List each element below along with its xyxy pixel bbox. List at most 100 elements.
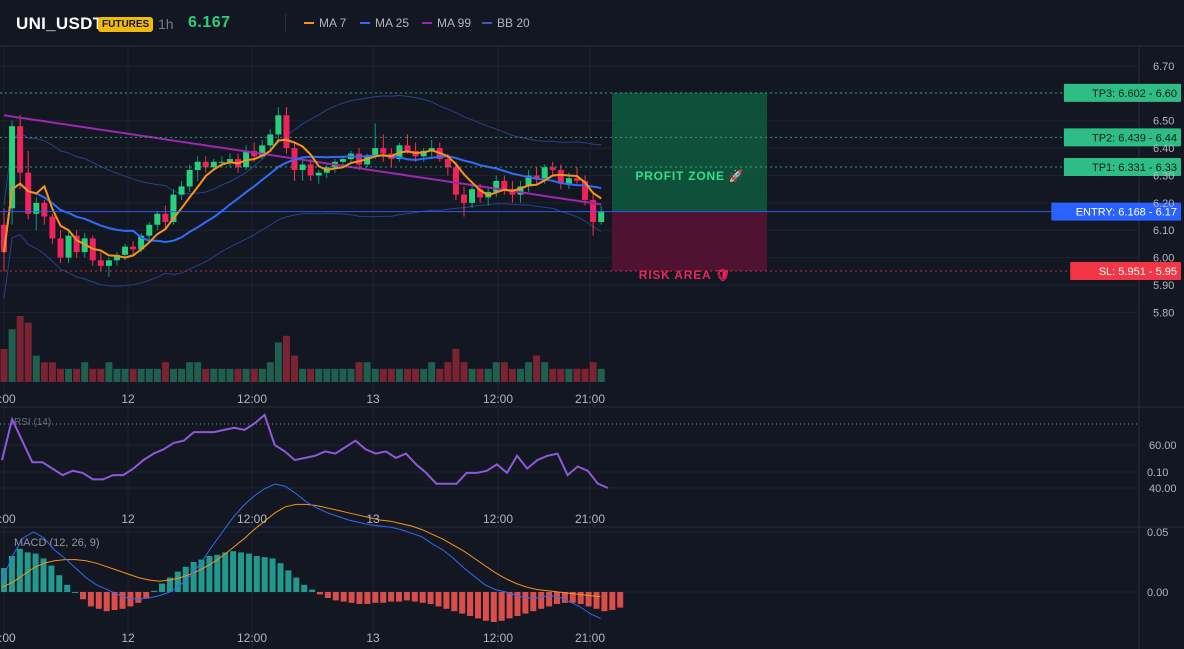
macd-histogram-bar <box>332 592 339 601</box>
rsi-pane: RSI (14) 60.00 40.00 <box>0 413 1177 495</box>
price-tick-label: 6.70 <box>1153 61 1174 73</box>
volume-bar <box>420 368 428 382</box>
macd-tick-label: 0.00 <box>1147 587 1168 599</box>
legend-ma99-swatch <box>422 22 432 24</box>
macd-tick-label: 0.10 <box>1147 467 1168 479</box>
macd-histogram-bar <box>546 592 553 607</box>
candle-body <box>460 194 467 203</box>
volume-bar <box>339 368 347 382</box>
volume-bar <box>484 368 492 382</box>
candle-body <box>307 164 314 176</box>
macd-histogram-bar <box>451 592 458 612</box>
candle-body <box>493 180 500 192</box>
symbol-title[interactable]: UNI_USDT <box>16 14 104 33</box>
last-price: 6.167 <box>188 14 231 31</box>
volume-bar <box>89 368 97 382</box>
macd-histogram-bar <box>419 592 426 603</box>
macd-histogram-bar <box>530 592 537 612</box>
volume-bar <box>24 322 32 382</box>
legend-ma7-label: MA 7 <box>319 16 347 30</box>
legend-bb20[interactable]: BB 20 <box>482 16 530 30</box>
candle-body <box>533 175 540 179</box>
macd-histogram-bar <box>459 592 466 614</box>
macd-pane: MACD (12, 26, 9) 0.10 0.05 0.00 <box>1 467 1168 622</box>
timeframe-label[interactable]: 1h <box>158 16 174 32</box>
macd-histogram-bar <box>411 592 418 602</box>
legend-ma25[interactable]: MA 25 <box>360 16 409 30</box>
volume-bar <box>379 368 387 382</box>
macd-histogram-bar <box>490 592 497 622</box>
candle-body <box>202 161 209 168</box>
macd-histogram-bar <box>569 592 576 603</box>
x-tick-label: 21:00 <box>575 392 605 406</box>
volume-bar <box>8 329 16 382</box>
volume-bar <box>404 368 411 382</box>
macd-histogram-bar <box>364 592 371 604</box>
volume-bar <box>468 368 476 382</box>
volume-bar <box>250 368 258 382</box>
macd-histogram-bar <box>585 592 592 607</box>
macd-histogram-bar <box>317 592 323 595</box>
risk-zone-box <box>612 211 767 272</box>
candle-body <box>557 170 564 184</box>
volume-bar <box>258 368 266 382</box>
macd-histogram-bar <box>427 592 434 604</box>
candle-body <box>380 148 387 154</box>
candle-body <box>299 164 306 171</box>
macd-histogram-bar <box>538 592 545 609</box>
macd-histogram-bar <box>561 592 568 603</box>
volume-bar <box>525 362 533 382</box>
volume-bar <box>541 362 549 382</box>
candles <box>1 107 605 277</box>
macd-histogram-bar <box>151 590 158 592</box>
profit-zone-label: PROFIT ZONE 🚀 <box>635 169 744 183</box>
volume-bar <box>32 355 40 382</box>
legend-ma99[interactable]: MA 99 <box>422 16 471 30</box>
legend-bb20-swatch <box>482 22 492 24</box>
ma25-line <box>3 154 602 253</box>
volume-bar <box>347 368 355 382</box>
x-tick-label: 13 <box>366 512 380 526</box>
volume-bar <box>500 362 508 382</box>
volume-bar <box>234 368 242 382</box>
macd-histogram-bar <box>301 584 308 592</box>
macd-line <box>1 483 601 619</box>
macd-histogram-bar <box>214 554 221 592</box>
price-tick-label: 5.80 <box>1153 307 1174 319</box>
rsi-tick-label: 60.00 <box>1149 440 1177 452</box>
macd-title: MACD (12, 26, 9) <box>14 537 100 549</box>
volume-bar <box>153 368 161 382</box>
candle-body <box>452 167 459 195</box>
bollinger-bands <box>3 94 602 299</box>
volume-bar <box>137 368 145 382</box>
macd-histogram-bar <box>435 592 442 607</box>
macd-histogram-bar <box>135 592 142 603</box>
volume-bar <box>97 368 105 382</box>
legend-ma25-swatch <box>360 22 370 24</box>
macd-histogram-bar <box>554 592 560 604</box>
level-tag-text: SL: 5.951 - 5.95 <box>1099 266 1177 278</box>
candle-body <box>65 235 72 258</box>
macd-histogram-bar <box>166 577 173 592</box>
level-tag-text: TP2: 6.439 - 6.44 <box>1092 132 1177 144</box>
volume-bar <box>323 368 331 382</box>
macd-histogram-bar <box>174 571 181 592</box>
candle-body <box>1 224 7 253</box>
x-tick-label: 2:00 <box>0 631 16 645</box>
profit-zone-box <box>612 92 767 212</box>
legend-ma7[interactable]: MA 7 <box>304 16 346 30</box>
macd-histogram-bar <box>348 592 355 603</box>
candle-body <box>582 180 589 201</box>
moving-averages <box>3 114 602 259</box>
macd-histogram-bar <box>577 592 584 604</box>
macd-histogram-bar <box>48 565 55 592</box>
price-tick-label: 6.30 <box>1153 170 1174 182</box>
candle-body <box>598 211 605 223</box>
volume-bar <box>65 368 73 382</box>
macd-histogram-bar <box>506 592 513 619</box>
candle-body <box>573 178 580 181</box>
macd-histogram-bar <box>56 575 63 592</box>
macd-histogram-bar <box>514 592 521 616</box>
candle-body <box>218 161 225 163</box>
